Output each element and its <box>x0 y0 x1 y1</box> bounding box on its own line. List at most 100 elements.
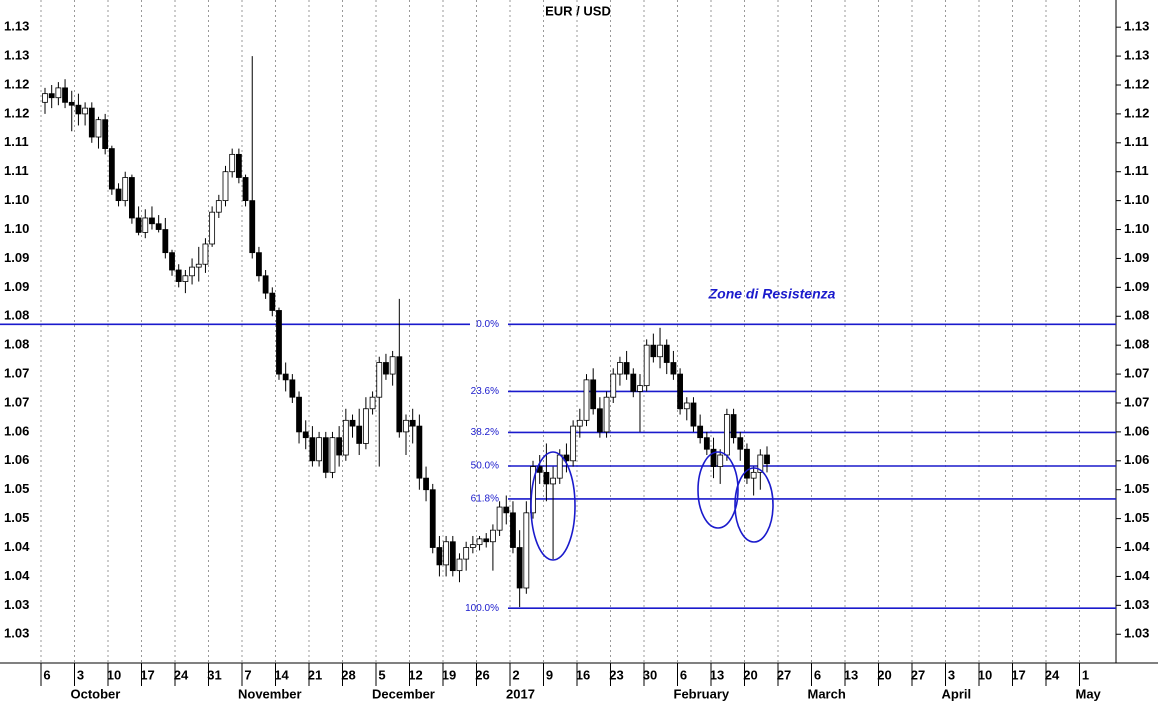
y-tick-label: 1.11 <box>4 134 29 149</box>
candle-body <box>48 93 55 99</box>
candle-body <box>129 177 135 219</box>
x-tick-label: 10 <box>978 667 992 682</box>
y-tick-label-right: 1.08 <box>1124 337 1149 352</box>
candle-body <box>289 379 296 398</box>
candle-body <box>476 538 483 546</box>
candle-body <box>149 217 155 225</box>
x-tick-label: 24 <box>174 667 189 682</box>
candle-body <box>302 431 309 439</box>
candle-body <box>637 385 643 392</box>
candle-body <box>657 344 663 358</box>
x-tick-label: 19 <box>442 667 456 682</box>
candle-body <box>349 419 356 427</box>
candle-body <box>396 356 403 433</box>
candle-body <box>703 437 710 450</box>
y-tick-label: 1.06 <box>4 423 29 438</box>
y-tick-label-right: 1.05 <box>1124 481 1149 496</box>
y-tick-label-right: 1.06 <box>1124 452 1149 467</box>
candle-body <box>697 425 704 439</box>
annotation: Zone di Resistenza <box>708 286 836 302</box>
candle-body <box>376 362 383 398</box>
candle-body <box>269 292 276 311</box>
candle-body <box>329 437 336 473</box>
x-tick-label: 23 <box>609 667 623 682</box>
candle-body <box>336 437 343 456</box>
circles <box>530 451 774 561</box>
candle-body <box>717 454 724 467</box>
candle-body <box>423 477 429 491</box>
x-tick-label: 3 <box>948 667 955 682</box>
y-tick-label: 1.05 <box>4 510 29 525</box>
x-tick-label: 6 <box>680 667 687 682</box>
y-tick-label-right: 1.03 <box>1124 597 1149 612</box>
x-tick-label: 1 <box>1082 667 1089 682</box>
candle-body <box>62 87 68 103</box>
candle-body <box>115 188 122 202</box>
y-tick-label-right: 1.04 <box>1124 539 1150 554</box>
y-tick-label: 1.04 <box>4 539 30 554</box>
month-label: February <box>674 686 730 701</box>
candle-body <box>516 547 523 589</box>
candle-body <box>483 538 490 543</box>
candle-body <box>162 229 169 254</box>
chart-title: EUR / USD <box>545 3 611 18</box>
candle-body <box>723 414 730 456</box>
y-tick-label-right: 1.06 <box>1124 423 1149 438</box>
candle-body <box>296 396 302 433</box>
month-label: December <box>372 686 435 701</box>
y-tick-label: 1.09 <box>4 279 29 294</box>
candle-body <box>122 177 129 202</box>
x-tick-label: 16 <box>576 667 590 682</box>
candle-body <box>469 544 476 548</box>
candle-body <box>463 547 470 560</box>
candle-body <box>590 379 597 410</box>
y-tick-label-right: 1.03 <box>1124 626 1149 641</box>
x-tick-label: 6 <box>43 667 50 682</box>
y-tick-label: 1.08 <box>4 337 29 352</box>
candle-body <box>764 454 770 465</box>
candle-body <box>496 506 503 531</box>
candle-body <box>256 252 262 277</box>
circle <box>697 451 739 529</box>
candle-body <box>583 379 590 421</box>
y-tick-label: 1.05 <box>4 481 29 496</box>
candle-body <box>550 477 556 485</box>
fib-label: 38.2% <box>471 427 499 438</box>
candle-body <box>383 362 389 375</box>
candle-body <box>617 362 623 375</box>
y-tick-label: 1.10 <box>4 221 29 236</box>
candle-body <box>276 310 282 375</box>
x-tick-label: 27 <box>777 667 791 682</box>
candle-body <box>603 396 610 433</box>
candles <box>42 56 770 608</box>
candle-body <box>82 107 89 115</box>
candle-body <box>155 223 162 230</box>
candle-body <box>429 489 436 548</box>
candle-body <box>690 402 697 427</box>
x-tick-label: 13 <box>710 667 724 682</box>
candle-body <box>744 448 750 479</box>
x-tick-label: 5 <box>378 667 385 682</box>
x-tick-label: 26 <box>475 667 489 682</box>
fib-label: 23.6% <box>471 386 499 397</box>
circle <box>734 467 774 543</box>
candle-body <box>416 425 423 479</box>
candle-body <box>229 153 236 173</box>
candle-body <box>443 541 450 566</box>
candle-body <box>309 437 316 462</box>
x-tick-label: 24 <box>1045 667 1060 682</box>
candle-body <box>189 266 195 277</box>
y-tick-label-right: 1.10 <box>1124 221 1149 236</box>
candle-body <box>169 252 175 271</box>
candle-body <box>75 104 82 115</box>
y-tick-label-right: 1.12 <box>1124 105 1149 120</box>
candle-body <box>102 119 109 149</box>
y-tick-label-right: 1.10 <box>1124 192 1149 207</box>
candle-body <box>650 344 657 358</box>
candle-body <box>456 558 463 572</box>
x-tick-label: 30 <box>643 667 657 682</box>
candle-body <box>556 454 563 479</box>
x-tick-label: 17 <box>140 667 154 682</box>
candle-body <box>630 373 637 392</box>
